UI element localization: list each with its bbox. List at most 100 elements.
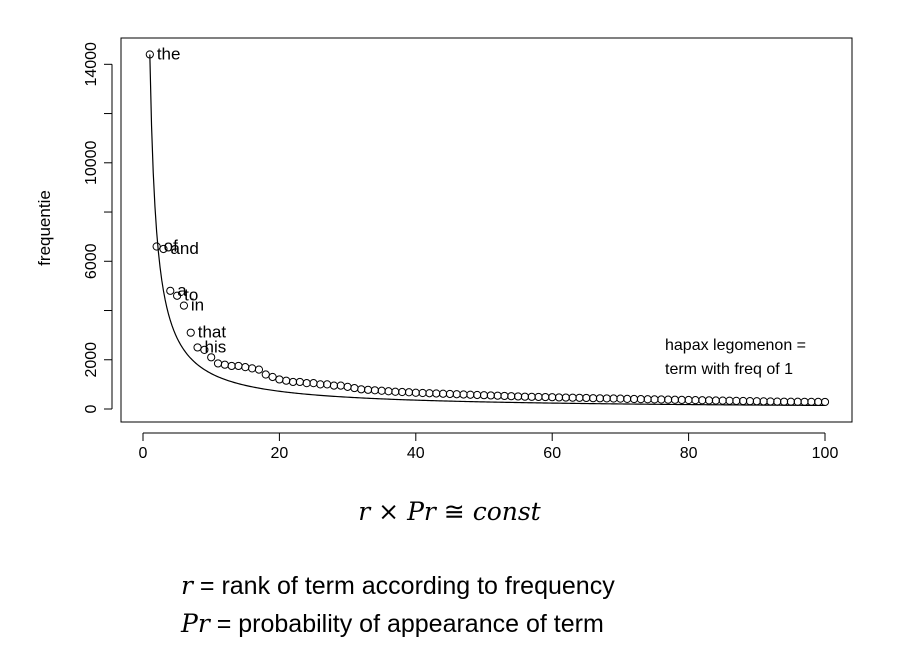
data-point xyxy=(779,397,789,406)
data-point xyxy=(786,397,796,406)
x-tick-label: 20 xyxy=(271,445,289,462)
point-label: his xyxy=(205,337,227,356)
data-point xyxy=(745,397,755,406)
x-axis: 0 20 40 60 80 100 xyxy=(139,432,839,462)
data-point xyxy=(466,390,475,399)
data-point xyxy=(357,385,366,394)
y-axis-label: frequentie xyxy=(35,190,54,266)
data-point xyxy=(629,394,639,404)
point-label: of xyxy=(164,237,178,256)
point-label: that xyxy=(198,323,227,342)
data-point xyxy=(514,392,523,401)
data-point xyxy=(275,375,284,384)
data-point xyxy=(309,379,318,388)
legend-probability-symbol: Pr xyxy=(181,609,210,638)
data-point xyxy=(548,393,557,402)
data-point xyxy=(207,353,216,362)
data-point xyxy=(582,393,591,403)
data-point xyxy=(220,360,229,369)
data-point xyxy=(507,392,516,401)
point-label: in xyxy=(191,296,204,315)
formula-const: const xyxy=(472,497,541,526)
data-point xyxy=(657,395,666,404)
data-point xyxy=(807,397,816,406)
formula-pr: Pr xyxy=(407,497,436,526)
data-point xyxy=(759,397,768,406)
data-point xyxy=(766,397,775,406)
data-point xyxy=(636,395,645,404)
data-point xyxy=(479,391,489,400)
data-point xyxy=(704,396,714,405)
y-tick-label: 0 xyxy=(83,404,100,413)
data-point xyxy=(295,377,304,387)
x-tick-label: 60 xyxy=(543,445,561,462)
formula-approx: ≅ xyxy=(443,497,465,526)
data-point xyxy=(200,345,209,355)
zipf-formula: r × Pr ≅ const xyxy=(0,497,899,526)
data-point xyxy=(486,391,495,400)
data-point xyxy=(773,397,782,406)
data-point xyxy=(684,395,693,405)
data-point xyxy=(418,388,427,398)
data-point xyxy=(179,301,189,310)
y-tick-label: 2000 xyxy=(83,342,100,378)
legend-probability: Pr = probability of appearance of term xyxy=(181,609,604,639)
data-point xyxy=(541,392,550,402)
data-point xyxy=(159,244,168,254)
data-point xyxy=(370,386,379,395)
data-point xyxy=(384,387,393,396)
data-point xyxy=(670,395,680,404)
annotation-line-2: term with freq of 1 xyxy=(665,361,793,378)
data-point xyxy=(820,397,830,407)
data-point xyxy=(145,50,154,59)
x-tick-label: 100 xyxy=(812,445,839,462)
data-point xyxy=(282,376,291,385)
x-tick-label: 0 xyxy=(139,445,148,462)
legend-rank-text: = rank of term according to frequency xyxy=(192,572,615,600)
formula-r: r xyxy=(358,497,371,526)
data-point xyxy=(152,242,161,251)
zipf-scatter-plot: 0 20 40 60 80 100 0 2000 6000 10000 14000 frequen… xyxy=(35,37,853,462)
data-point xyxy=(732,396,741,405)
data-point xyxy=(609,394,618,403)
data-point xyxy=(800,397,809,406)
data-point xyxy=(452,390,461,399)
legend-rank: r = rank of term according to frequency xyxy=(181,571,615,601)
data-point xyxy=(234,361,243,371)
data-point xyxy=(554,393,564,402)
data-point xyxy=(677,395,686,404)
data-point xyxy=(377,386,386,395)
data-point xyxy=(493,391,502,400)
data-point xyxy=(739,396,748,406)
data-point xyxy=(752,397,761,406)
y-tick-label: 10000 xyxy=(83,140,100,185)
data-point xyxy=(438,389,448,398)
data-point xyxy=(411,388,420,397)
data-point xyxy=(589,394,598,403)
data-point xyxy=(173,291,182,300)
data-point xyxy=(650,395,659,404)
data-point xyxy=(432,389,441,398)
data-point xyxy=(391,387,400,396)
data-point xyxy=(520,392,530,401)
data-point xyxy=(213,359,223,368)
x-tick-label: 40 xyxy=(407,445,425,462)
data-point xyxy=(459,390,468,399)
data-point xyxy=(398,387,407,397)
y-axis: 0 2000 6000 10000 14000 xyxy=(83,42,113,413)
data-point xyxy=(534,392,543,402)
data-point xyxy=(425,389,434,398)
data-point xyxy=(404,388,414,397)
data-point xyxy=(623,394,632,404)
data-point xyxy=(302,379,311,388)
data-point xyxy=(602,394,611,403)
plot-frame xyxy=(120,37,853,423)
data-point xyxy=(343,382,352,391)
data-point xyxy=(350,383,359,393)
data-point xyxy=(561,393,570,402)
data-points xyxy=(145,50,830,407)
x-tick-label: 80 xyxy=(680,445,698,462)
data-point xyxy=(568,393,577,402)
point-label: a xyxy=(177,281,187,300)
point-label: and xyxy=(170,239,198,258)
